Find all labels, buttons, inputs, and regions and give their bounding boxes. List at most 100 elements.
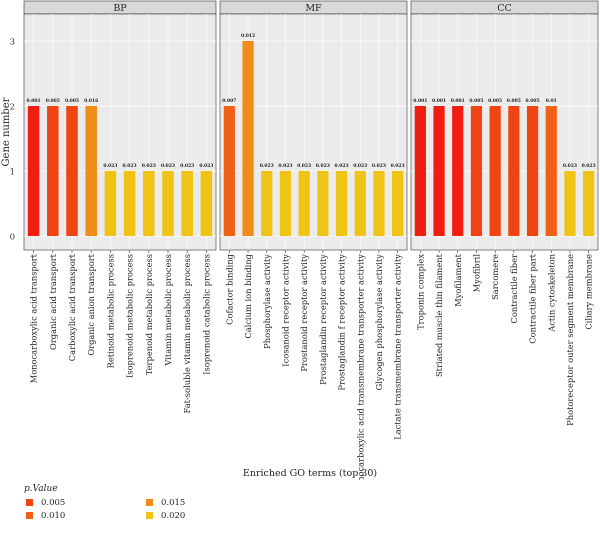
legend-label: 0.010 [41,511,66,521]
bar [489,106,501,236]
y-tick-label: 0 [10,233,15,243]
legend-label: 0.020 [161,511,186,521]
x-tick-label: Actin cytoskeleton [546,253,556,332]
bar [373,171,385,236]
bar-value-label: 0.016 [84,98,98,104]
x-tick-label: Myofilament [453,253,463,306]
x-tick-label: Cofactor binding [224,253,234,325]
bar-value-label: 0.005 [526,98,540,104]
bar [223,106,235,236]
y-tick-label: 1 [10,168,15,178]
bar [279,171,292,236]
x-tick-label: Striated muscle thin filament [434,253,444,377]
y-tick-label: 2 [10,103,15,113]
legend-swatch [26,511,33,519]
bar [261,171,273,236]
bar-value-label: 0.01 [546,98,557,104]
bar-value-label: 0.023 [278,163,292,169]
bar-value-label: 0.023 [123,163,137,169]
bar-value-label: 0.005 [469,98,483,104]
bar-value-label: 0.023 [563,163,577,169]
bar [298,171,310,236]
x-tick-label: Organic anion transport [86,253,96,355]
legend-swatch [146,498,153,506]
bar [181,171,193,236]
x-tick-label: Phosphorylase activity [262,254,272,349]
x-tick-label: Terpenoid metabolic process [144,254,154,375]
x-tick-label: Myofibril [471,254,481,293]
bar [545,106,557,236]
bar [583,171,595,236]
legend: p.Value 0.005 0.010 0.015 0.020 [22,484,262,540]
y-axis-title: Gene number [1,97,12,166]
bar-value-label: 0.005 [46,98,60,104]
bar-value-label: 0.001 [432,98,446,104]
bar-value-label: 0.005 [507,98,521,104]
legend-item: 0.005 [26,498,65,508]
x-tick-label: Photoreceptor outer segment membrane [565,254,575,426]
legend-item: 0.020 [146,511,185,521]
x-tick-label: Contractile fiber part [528,253,538,343]
bar [66,106,78,236]
x-tick-label: Prostaglandin f receptor activity [337,254,347,391]
legend-item: 0.015 [146,498,185,508]
x-tick-label: Ciliary membrane [584,254,594,330]
legend-swatch [26,498,33,506]
x-tick-label: Glycogen phosphorylase activity [374,254,384,391]
bar [392,171,404,236]
facet-label: CC [497,3,512,14]
x-axis-title: Enriched GO terms (top 30) [243,468,377,479]
x-tick-label: Isoprenoid catabolic process [201,254,211,375]
bar-value-label: 0.005 [65,98,79,104]
x-tick-label: Monocarboxylic acid transport [29,253,39,383]
bar [317,171,329,236]
facet-label: BP [113,3,127,14]
legend-label: 0.005 [41,498,66,508]
bar-value-label: 0.023 [391,163,405,169]
x-tick-label: Lactate transmembrane transporter activi… [393,254,403,440]
y-tick-label: 3 [10,38,15,48]
bar-value-label: 0.023 [297,163,311,169]
bar-value-label: 0.023 [582,163,596,169]
bar [452,106,464,236]
bar-value-label: 0.023 [353,163,367,169]
bar-value-label: 0.023 [335,163,349,169]
bar [354,171,366,236]
bar [414,106,426,236]
bar-value-label: 0.001 [27,98,41,104]
bar [508,106,520,236]
bar [433,106,445,236]
bar [335,171,348,236]
bar-value-label: 0.001 [413,98,427,104]
facet-label: MF [305,3,322,14]
x-tick-label: Vitamin metabolic process [163,254,173,367]
x-tick-label: Sarcomere [490,254,500,300]
bar [470,106,483,236]
legend-item: 0.010 [26,511,65,521]
bar-value-label: 0.023 [103,163,117,169]
x-tick-label: Carboxylic acid transport [67,253,77,361]
bar [123,171,136,236]
x-tick-label: Troponin complex [415,254,425,330]
bar-value-label: 0.023 [372,163,386,169]
bar [564,171,576,236]
bar [143,171,155,236]
x-tick-label: Retinoid metabolic process [105,254,115,368]
x-tick-label: Fat-soluble vitamin metabolic process [182,254,192,413]
bar-value-label: 0.007 [222,98,236,104]
bar [104,171,117,236]
bar-value-label: 0.023 [316,163,330,169]
legend-title: p.Value [24,484,58,494]
bar [200,171,213,236]
x-tick-label: Prostaglandin receptor activity [318,254,328,385]
bar-value-label: 0.001 [451,98,465,104]
bar [526,106,539,236]
bar-value-label: 0.023 [199,163,213,169]
bar [47,106,59,236]
legend-swatch [146,511,153,519]
bar-value-label: 0.023 [161,163,175,169]
x-tick-label: Isoprenoid metabolic process [125,254,135,378]
x-tick-label: Prostanoid receptor activity [299,254,309,372]
bar-value-label: 0.023 [142,163,156,169]
bar-value-label: 0.005 [488,98,502,104]
